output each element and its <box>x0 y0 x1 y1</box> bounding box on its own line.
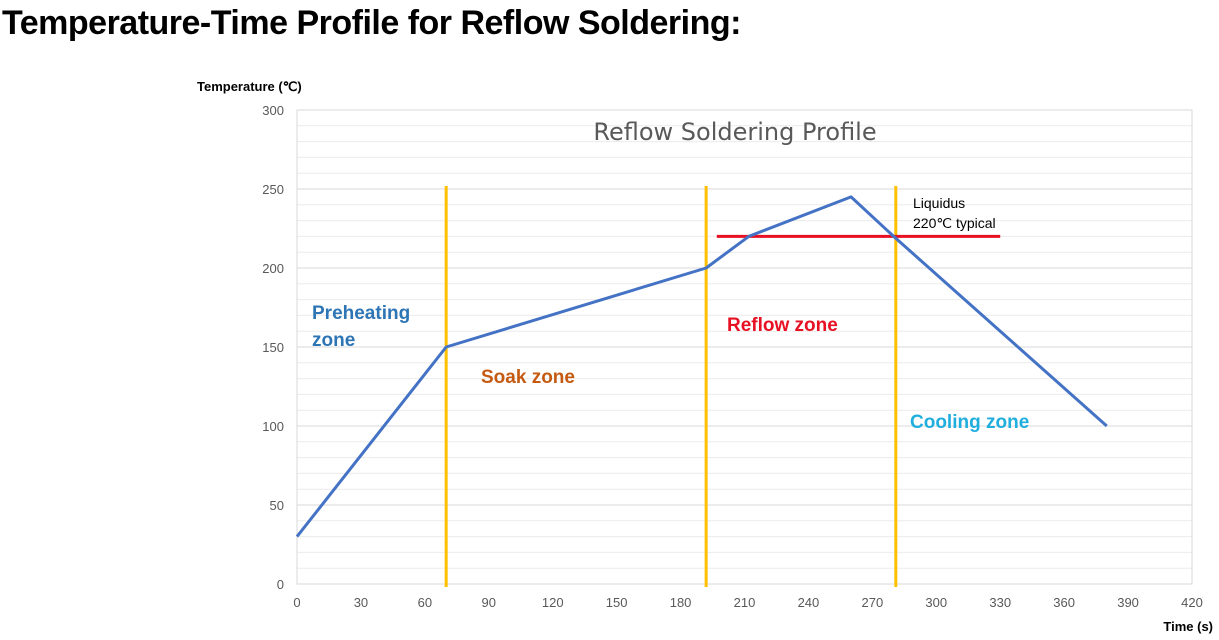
cooling-zone-label: Cooling zone <box>910 412 1029 433</box>
reflow-zone-label: Reflow zone <box>727 315 838 336</box>
x-tick-label: 270 <box>862 595 884 610</box>
y-tick-label: 250 <box>262 182 284 197</box>
x-axis-label: Time (s) <box>1163 619 1213 634</box>
y-tick-labels: 0 50 100 150 200 250 300 <box>262 103 284 592</box>
x-tick-label: 90 <box>482 595 496 610</box>
x-tick-label: 330 <box>989 595 1011 610</box>
chart-title: Reflow Soldering Profile <box>593 118 876 146</box>
y-axis-label: Temperature (℃) <box>197 79 302 94</box>
x-tick-label: 300 <box>925 595 947 610</box>
x-tick-label: 360 <box>1053 595 1075 610</box>
profile-series-line <box>295 195 1108 538</box>
y-tick-label: 50 <box>270 498 284 513</box>
page-title: Temperature-Time Profile for Reflow Sold… <box>2 4 741 42</box>
y-tick-label: 0 <box>277 577 284 592</box>
x-tick-label: 240 <box>798 595 820 610</box>
y-tick-label: 100 <box>262 419 284 434</box>
x-tick-label: 150 <box>606 595 628 610</box>
liquidus-title: Liquidus <box>913 195 965 211</box>
plot-frame <box>296 109 1193 585</box>
x-tick-labels: 0 30 60 90 120 150 180 210 240 270 300 330 360 390 420 <box>293 595 1202 610</box>
y-tick-label: 200 <box>262 261 284 276</box>
liquidus-value: 220℃ typical <box>913 215 996 231</box>
zone-boundaries <box>444 186 898 587</box>
x-tick-label: 0 <box>293 595 300 610</box>
x-tick-label: 210 <box>734 595 756 610</box>
x-tick-label: 120 <box>542 595 564 610</box>
x-tick-label: 180 <box>670 595 692 610</box>
x-tick-label: 390 <box>1117 595 1139 610</box>
major-gridlines <box>297 109 1192 585</box>
preheating-zone-label-line2: zone <box>312 330 355 351</box>
soak-zone-label: Soak zone <box>481 367 575 388</box>
y-tick-label: 300 <box>262 103 284 118</box>
x-tick-label: 420 <box>1181 595 1203 610</box>
preheating-zone-label-line1: Preheating <box>312 303 410 324</box>
x-tick-label: 60 <box>418 595 432 610</box>
x-tick-label: 30 <box>354 595 368 610</box>
y-tick-label: 150 <box>262 340 284 355</box>
